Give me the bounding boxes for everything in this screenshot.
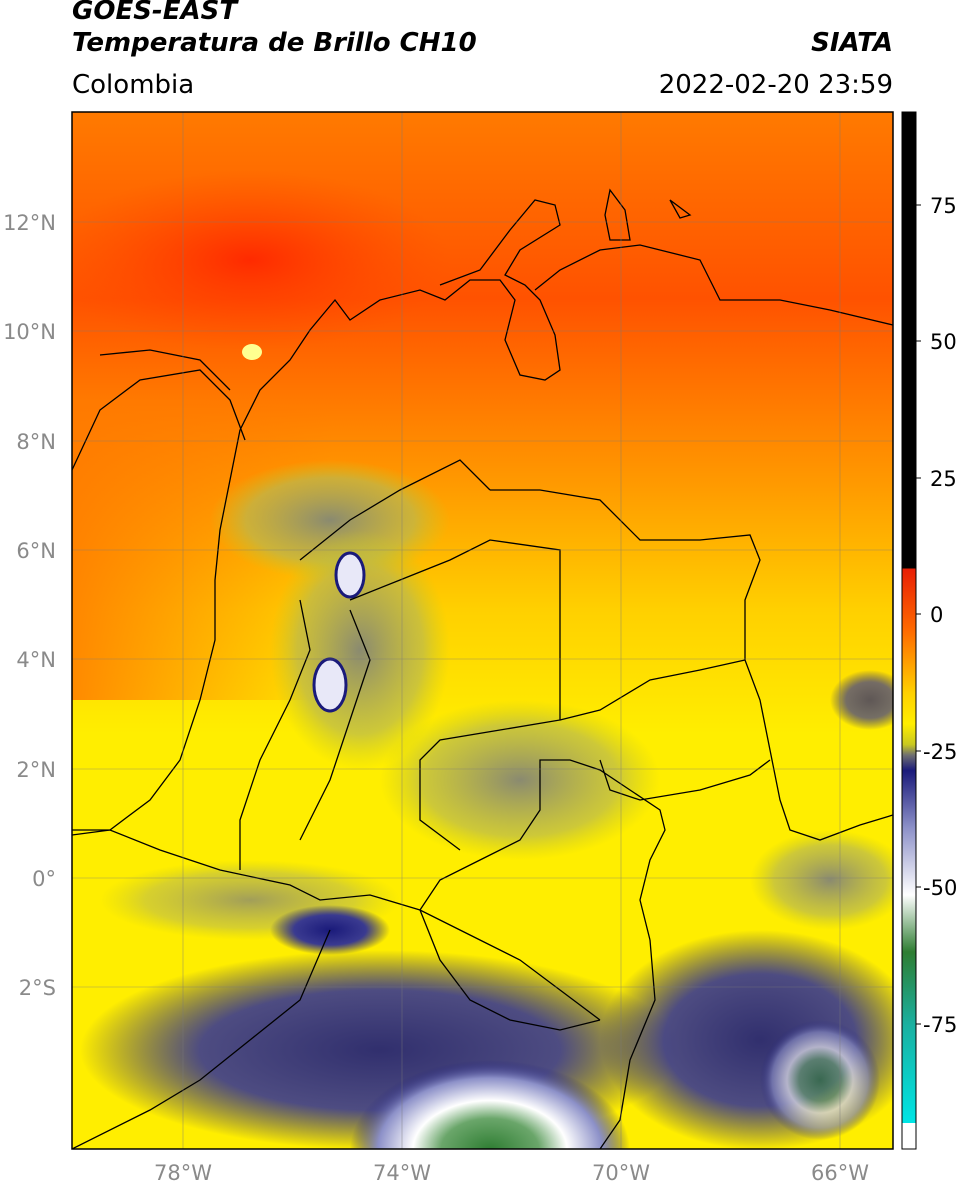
colorbar-tick-minus75: -75 (923, 1013, 957, 1037)
lon-label-78w: 78°W (154, 1161, 212, 1185)
lat-label-2s: 2°S (19, 976, 56, 1000)
country-borders (72, 188, 893, 1149)
lat-label-12n: 12°N (3, 211, 56, 235)
lon-label-74w: 74°W (373, 1161, 431, 1185)
colorbar-frame (901, 111, 917, 1150)
lat-label-2n: 2°N (16, 758, 56, 782)
lat-label-10n: 10°N (3, 320, 56, 344)
colorbar-tick-minus25: -25 (923, 740, 957, 764)
longitude-labels: 78°W 74°W 70°W 66°W (154, 1161, 869, 1185)
lat-label-0: 0° (32, 867, 56, 891)
region-title: Colombia (72, 70, 195, 100)
colorbar-tick-75: 75 (930, 194, 957, 218)
colorbar-tick-0: 0 (930, 603, 943, 627)
lat-label-8n: 8°N (16, 430, 56, 454)
brightness-temperature-field (72, 112, 893, 1149)
colorbar: 75 50 25 0 -25 -50 -75 (901, 111, 957, 1150)
lat-label-4n: 4°N (16, 648, 56, 672)
colorbar-scale (902, 112, 916, 1149)
latitude-labels: 12°N 10°N 8°N 6°N 4°N 2°N 0° 2°S (3, 211, 56, 1000)
lat-label-6n: 6°N (16, 539, 56, 563)
colorbar-tick-50: 50 (930, 330, 957, 354)
brand-label: SIATA (811, 28, 893, 58)
lon-label-70w: 70°W (592, 1161, 650, 1185)
satellite-title: GOES-EAST (72, 0, 238, 26)
graticule (72, 112, 893, 1149)
product-title: Temperatura de Brillo CH10 (72, 28, 477, 58)
colorbar-tick-minus50: -50 (923, 876, 957, 900)
colorbar-tick-25: 25 (930, 467, 957, 491)
lon-label-66w: 66°W (811, 1161, 869, 1185)
datetime-label: 2022-02-20 23:59 (658, 70, 893, 100)
map-frame (71, 111, 894, 1150)
